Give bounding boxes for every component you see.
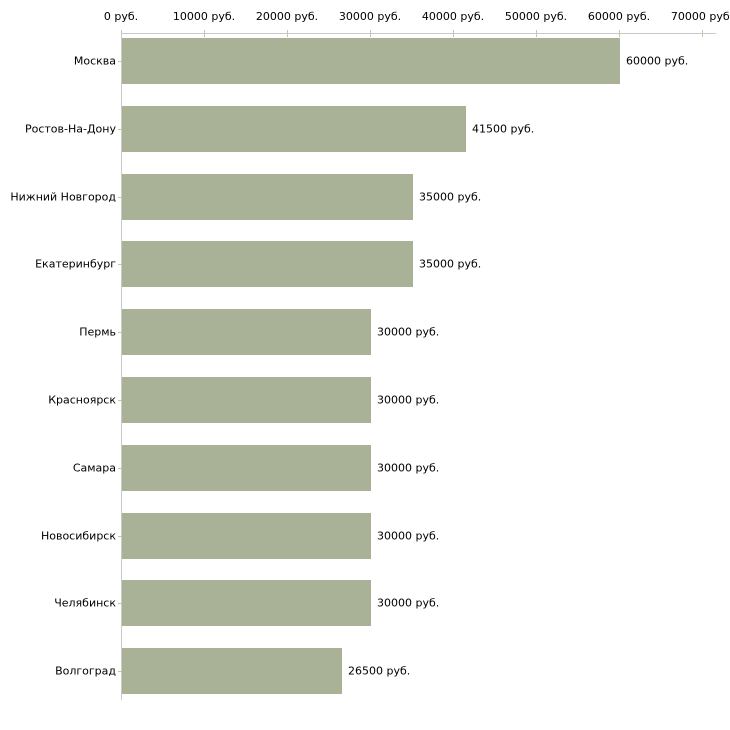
bar xyxy=(122,513,371,559)
value-label: 30000 руб. xyxy=(377,529,440,543)
bar xyxy=(122,445,371,491)
bar xyxy=(122,241,413,287)
bar xyxy=(122,309,371,355)
value-label: 35000 руб. xyxy=(419,257,482,271)
y-axis-line xyxy=(121,33,122,700)
value-label: 30000 руб. xyxy=(377,596,440,610)
x-axis-tick-label: 10000 руб. xyxy=(172,10,236,23)
value-label: 35000 руб. xyxy=(419,190,482,204)
x-axis-tick-label: 40000 руб. xyxy=(421,10,485,23)
x-axis-tick-label: 0 руб. xyxy=(103,10,139,23)
value-label: 26500 руб. xyxy=(348,664,411,678)
bar xyxy=(122,106,466,152)
category-label: Ростов-На-Дону xyxy=(24,122,116,136)
x-axis-tick-label: 50000 руб. xyxy=(504,10,568,23)
y-axis-tick xyxy=(118,468,124,469)
y-axis-tick xyxy=(118,264,124,265)
x-axis-tick-label: 30000 руб. xyxy=(338,10,402,23)
value-label: 30000 руб. xyxy=(377,325,440,339)
value-label: 30000 руб. xyxy=(377,461,440,475)
y-axis-tick xyxy=(118,671,124,672)
category-label: Москва xyxy=(73,54,116,68)
y-axis-tick xyxy=(118,61,124,62)
y-axis-tick xyxy=(118,603,124,604)
value-label: 30000 руб. xyxy=(377,393,440,407)
y-axis-tick xyxy=(118,536,124,537)
category-label: Пермь xyxy=(79,325,116,339)
y-axis-tick xyxy=(118,400,124,401)
x-axis-tick-label: 20000 руб. xyxy=(255,10,319,23)
value-label: 41500 руб. xyxy=(472,122,535,136)
value-label: 60000 руб. xyxy=(626,54,689,68)
category-label: Красноярск xyxy=(48,393,116,407)
y-axis-tick xyxy=(118,332,124,333)
bar xyxy=(122,377,371,423)
x-axis-tick-label: 70000 руб. xyxy=(670,10,730,23)
category-label: Новосибирск xyxy=(40,529,116,543)
bar xyxy=(122,580,371,626)
category-label: Екатеринбург xyxy=(35,257,116,271)
y-axis-tick xyxy=(118,197,124,198)
bar xyxy=(122,38,620,84)
category-label: Нижний Новгород xyxy=(10,190,116,204)
bar xyxy=(122,648,342,694)
x-axis-tick-label: 60000 руб. xyxy=(587,10,651,23)
category-label: Челябинск xyxy=(54,596,116,610)
bar xyxy=(122,174,413,220)
category-label: Волгоград xyxy=(55,664,116,678)
x-axis-line xyxy=(121,33,716,34)
y-axis-tick xyxy=(118,129,124,130)
category-label: Самара xyxy=(72,461,116,475)
